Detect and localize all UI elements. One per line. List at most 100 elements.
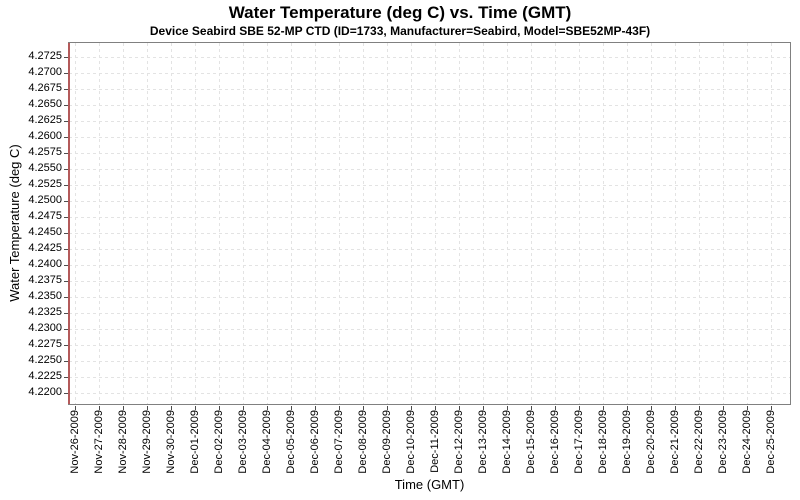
y-tick-label: 4.2650 <box>28 98 62 110</box>
x-tick-mark <box>699 406 700 410</box>
x-gridline <box>315 43 316 404</box>
x-gridline <box>699 43 700 404</box>
y-tick-label: 4.2350 <box>28 290 62 302</box>
x-gridline <box>603 43 604 404</box>
x-gridline <box>219 43 220 404</box>
y-gridline <box>69 281 790 282</box>
x-tick-mark <box>291 406 292 410</box>
x-tick-label: Dec-22-2009 <box>693 410 705 474</box>
x-gridline <box>747 43 748 404</box>
y-tick-label: 4.2525 <box>28 178 62 190</box>
y-tick-label: 4.2400 <box>28 258 62 270</box>
x-tick-label: Dec-17-2009 <box>573 410 585 474</box>
x-tick-label: Dec-05-2009 <box>285 410 297 474</box>
x-tick-label: Dec-11-2009 <box>429 410 441 473</box>
y-tick-label: 4.2600 <box>28 130 62 142</box>
y-tick-mark <box>64 377 68 378</box>
y-tick-label: 4.2275 <box>28 338 62 350</box>
x-tick-mark <box>267 406 268 410</box>
x-tick-mark <box>603 406 604 410</box>
x-tick-mark <box>219 406 220 410</box>
y-tick-mark <box>64 233 68 234</box>
x-gridline <box>363 43 364 404</box>
x-tick-mark <box>243 406 244 410</box>
x-gridline <box>651 43 652 404</box>
y-tick-mark <box>64 313 68 314</box>
y-gridline <box>69 393 790 394</box>
y-tick-mark <box>64 345 68 346</box>
y-tick-label: 4.2425 <box>28 242 62 254</box>
x-tick-label: Dec-23-2009 <box>717 410 729 474</box>
x-gridline <box>411 43 412 404</box>
x-tick-mark <box>195 406 196 410</box>
x-tick-label: Dec-01-2009 <box>189 410 201 474</box>
x-tick-mark <box>387 406 388 410</box>
y-gridline <box>69 57 790 58</box>
x-tick-mark <box>339 406 340 410</box>
y-tick-mark <box>64 393 68 394</box>
y-tick-mark <box>64 121 68 122</box>
y-tick-label: 4.2225 <box>28 370 62 382</box>
x-tick-mark <box>75 406 76 410</box>
y-tick-mark <box>64 57 68 58</box>
x-tick-label: Nov-29-2009 <box>141 410 153 474</box>
x-tick-mark <box>627 406 628 410</box>
x-gridline <box>387 43 388 404</box>
x-tick-label: Dec-20-2009 <box>645 410 657 474</box>
chart-title: Water Temperature (deg C) vs. Time (GMT) <box>228 3 572 22</box>
x-tick-mark <box>363 406 364 410</box>
x-tick-mark <box>723 406 724 410</box>
y-tick-mark <box>64 249 68 250</box>
x-tick-mark <box>675 406 676 410</box>
x-tick-label: Dec-02-2009 <box>213 410 225 474</box>
y-tick-mark <box>64 137 68 138</box>
x-tick-mark <box>99 406 100 410</box>
y-tick-mark <box>64 73 68 74</box>
x-tick-mark <box>411 406 412 410</box>
y-tick-label: 4.2700 <box>28 66 62 78</box>
x-gridline <box>339 43 340 404</box>
x-gridline <box>627 43 628 404</box>
x-tick-label: Dec-14-2009 <box>501 410 513 474</box>
x-tick-mark <box>147 406 148 410</box>
x-tick-mark <box>555 406 556 410</box>
x-tick-label: Dec-08-2009 <box>357 410 369 474</box>
x-gridline <box>75 43 76 404</box>
x-tick-label: Dec-19-2009 <box>621 410 633 474</box>
y-gridline <box>69 345 790 346</box>
y-gridline <box>69 89 790 90</box>
x-tick-label: Nov-28-2009 <box>117 410 129 474</box>
y-tick-label: 4.2500 <box>28 194 62 206</box>
x-tick-label: Dec-10-2009 <box>405 410 417 474</box>
y-gridline <box>69 233 790 234</box>
x-tick-label: Dec-16-2009 <box>549 410 561 474</box>
y-gridline <box>69 169 790 170</box>
y-tick-label: 4.2450 <box>28 226 62 238</box>
x-tick-label: Nov-26-2009 <box>69 410 81 474</box>
x-gridline <box>459 43 460 404</box>
x-tick-mark <box>531 406 532 410</box>
y-tick-label: 4.2300 <box>28 322 62 334</box>
x-tick-label: Dec-07-2009 <box>333 410 345 474</box>
x-gridline <box>507 43 508 404</box>
x-gridline <box>243 43 244 404</box>
y-tick-label: 4.2725 <box>28 50 62 62</box>
x-gridline <box>531 43 532 404</box>
x-tick-mark <box>651 406 652 410</box>
y-tick-mark <box>64 185 68 186</box>
x-gridline <box>723 43 724 404</box>
x-gridline <box>99 43 100 404</box>
y-gridline <box>69 153 790 154</box>
x-tick-label: Dec-13-2009 <box>477 410 489 474</box>
y-gridline <box>69 361 790 362</box>
x-tick-label: Dec-03-2009 <box>237 410 249 474</box>
x-tick-mark <box>579 406 580 410</box>
x-gridline <box>267 43 268 404</box>
y-gridline <box>69 201 790 202</box>
x-tick-label: Dec-21-2009 <box>669 410 681 474</box>
y-tick-mark <box>64 361 68 362</box>
x-tick-label: Dec-06-2009 <box>309 410 321 474</box>
x-tick-label: Dec-24-2009 <box>741 410 753 474</box>
y-gridline <box>69 377 790 378</box>
